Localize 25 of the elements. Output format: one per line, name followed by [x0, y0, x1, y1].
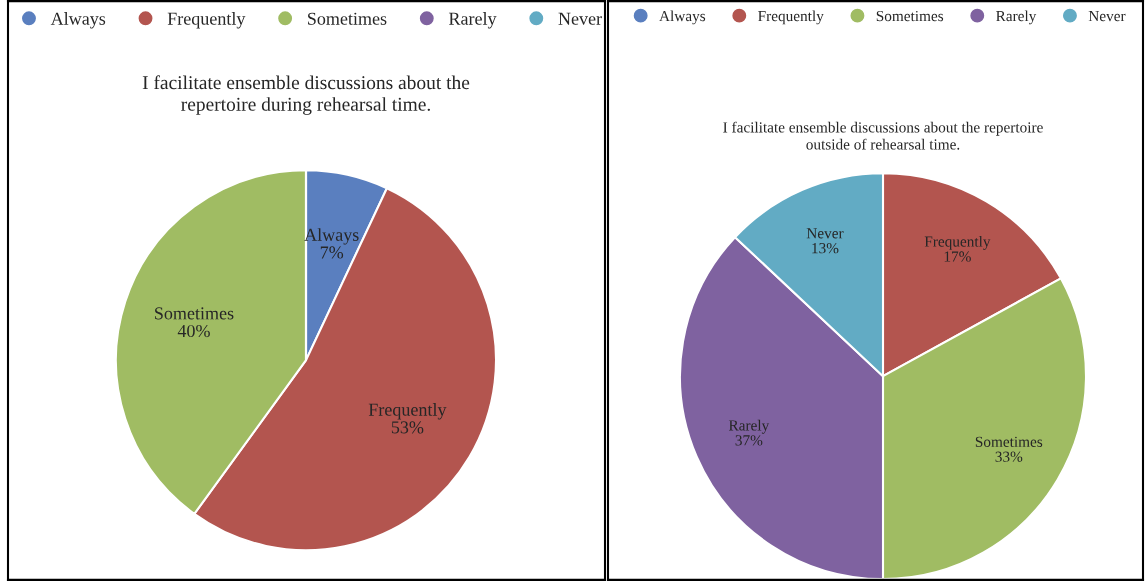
- legend-label: Frequently: [167, 12, 246, 29]
- legend-label: Rarely: [448, 12, 497, 29]
- data-label: 53%: [391, 421, 424, 434]
- data-label: 17%: [944, 251, 971, 262]
- data-label: 7%: [320, 246, 344, 259]
- data-label: 40%: [177, 324, 210, 338]
- slice-label: Sometimes: [975, 436, 1043, 447]
- data-label: 13%: [812, 242, 839, 254]
- legend-label: Frequently: [758, 10, 824, 25]
- legend-label: Always: [659, 10, 706, 25]
- text: I facilitate ensemble discussions about the repertoire outside of rehearsal time.: [723, 121, 1043, 150]
- slice-label: Never: [806, 228, 844, 239]
- legend-label: Sometimes: [308, 12, 387, 25]
- legend-label: Sometimes: [876, 10, 944, 22]
- slice-label: Frequently: [924, 235, 991, 250]
- legend-label: Always: [50, 12, 106, 29]
- legend-label: Rarely: [996, 10, 1037, 25]
- data-label: 33%: [995, 451, 1023, 462]
- slice-label: Sometimes: [155, 307, 234, 320]
- slice-label: Rarely: [728, 419, 770, 434]
- legend-label: Never: [558, 12, 602, 25]
- text: I facilitate ensemble discussions about the repertoire during rehearsal time.: [142, 75, 470, 115]
- data-label: 37%: [735, 435, 763, 446]
- legend-label: Never: [1088, 11, 1126, 22]
- slice-label: Frequently: [368, 403, 447, 420]
